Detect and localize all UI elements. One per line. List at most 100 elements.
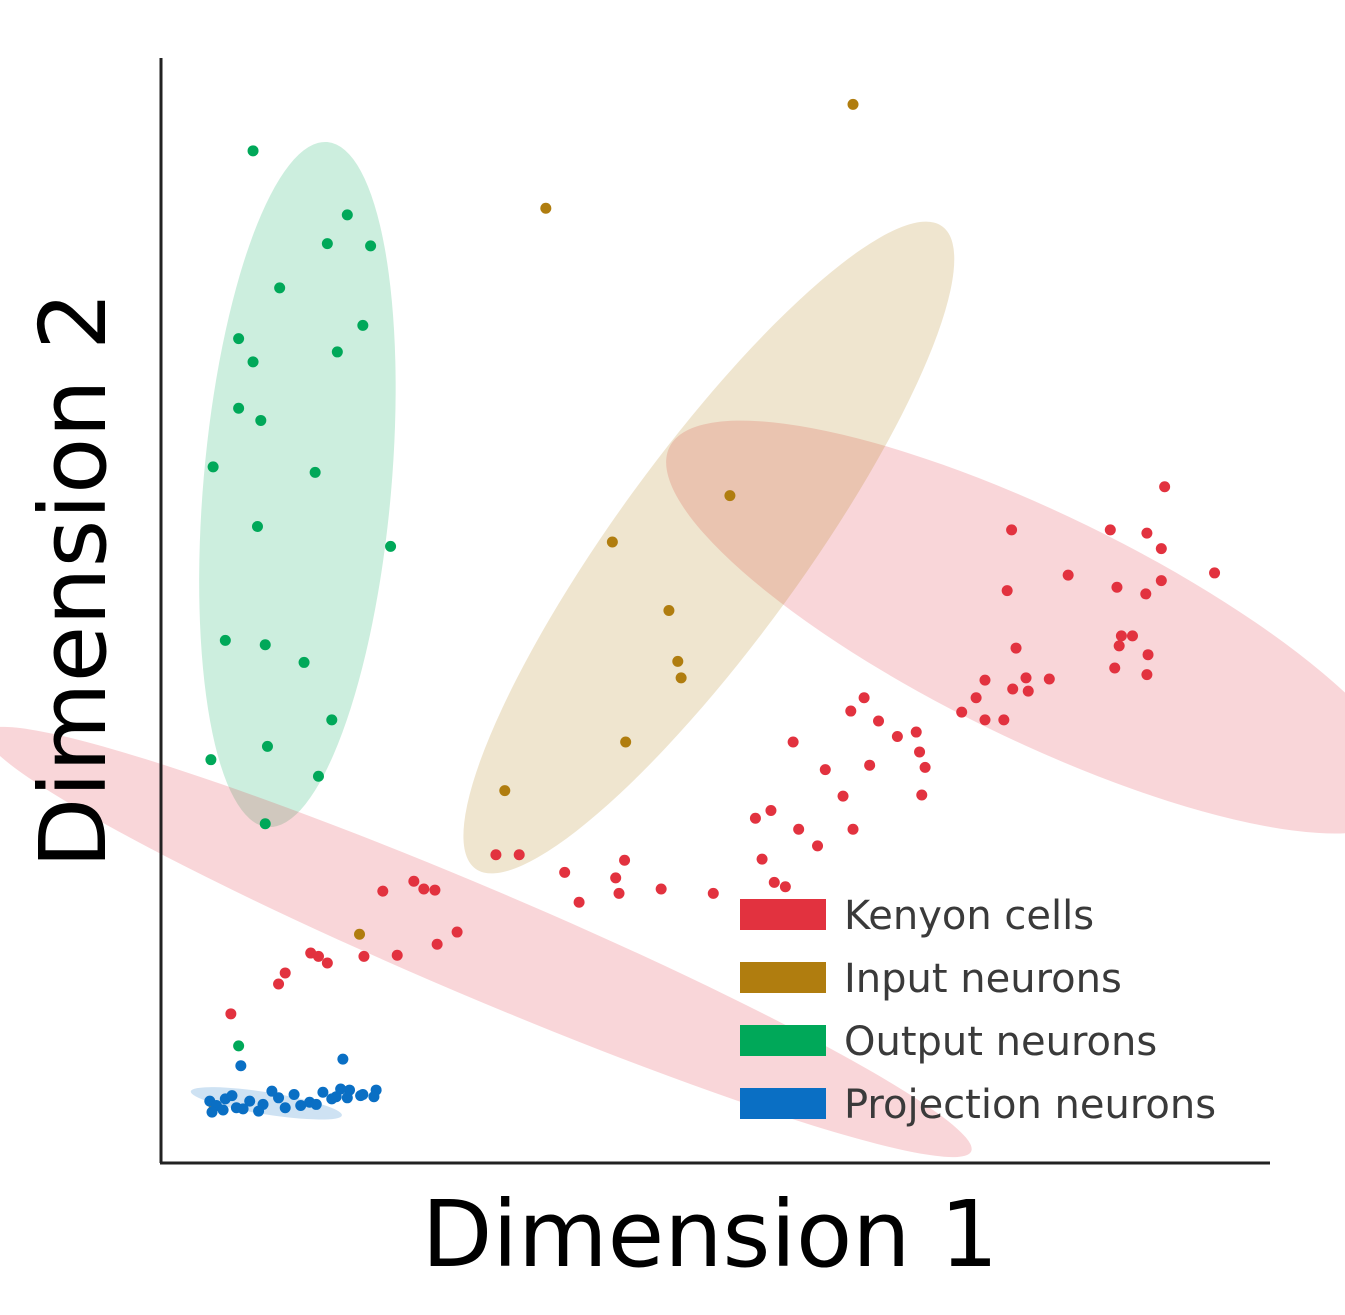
kenyon-cells-point (756, 853, 768, 865)
projection-neurons-point (266, 1085, 278, 1097)
kenyon-cells-point (956, 706, 968, 718)
kenyon-cells-point (916, 789, 928, 801)
kenyon-cells-point (1155, 575, 1167, 587)
kenyon-cells-point (858, 692, 870, 704)
projection-neurons-point (310, 1098, 322, 1110)
kenyon-cells-point (819, 764, 831, 776)
kenyon-cells-point (837, 790, 849, 802)
kenyon-cells-point (1142, 649, 1154, 661)
kenyon-cells-point (225, 1008, 237, 1020)
kenyon-cells-point (749, 812, 761, 824)
input-neurons-point (663, 605, 675, 616)
output-neurons-point (321, 238, 333, 250)
kenyon-cells-point (431, 938, 443, 950)
kenyon-cells-point (845, 705, 857, 717)
input-neurons-point (620, 736, 632, 748)
kenyon-cells-point (919, 761, 931, 773)
kenyon-cells-point (559, 866, 571, 878)
kenyon-cells-ellipse-2 (666, 420, 1345, 834)
kenyon-cells-point (1043, 673, 1055, 685)
kenyon-cells-point (1115, 630, 1127, 642)
kenyon-cells-points (225, 481, 1221, 1020)
projection-neurons-point (279, 1102, 291, 1114)
kenyon-cells-point (429, 884, 441, 896)
legend-label-output-neurons: Output neurons (844, 1019, 1157, 1065)
output-neurons-point (365, 240, 377, 252)
input-neurons-point (354, 928, 366, 940)
output-neurons-ellipse-1 (199, 141, 396, 828)
output-neurons-point (326, 714, 338, 726)
kenyon-cells-point (279, 967, 291, 979)
projection-neurons-point (326, 1093, 338, 1105)
x-axis-title: Dimension 1 (422, 1181, 999, 1288)
legend-swatch-output-neurons (740, 1025, 826, 1056)
legend-label-input-neurons: Input neurons (844, 956, 1122, 1002)
projection-neurons-point (295, 1100, 307, 1112)
kenyon-cells-point (1022, 685, 1034, 697)
kenyon-cells-point (873, 715, 885, 727)
output-neurons-point (331, 346, 343, 358)
legend-swatch-projection-neurons (740, 1088, 826, 1119)
kenyon-cells-point (1109, 662, 1121, 674)
input-neurons-point (847, 98, 859, 110)
kenyon-cells-point (655, 883, 667, 895)
projection-neurons-point (317, 1086, 329, 1098)
input-neurons-point (672, 655, 684, 667)
projection-neurons-point (244, 1095, 256, 1107)
kenyon-cells-point (979, 674, 991, 686)
output-neurons-point (274, 282, 286, 294)
projection-neurons-points (204, 1053, 382, 1118)
legend: Kenyon cells Input neurons Output neurons P… (740, 893, 1216, 1128)
kenyon-cells-point (1001, 585, 1013, 597)
output-neurons-point (255, 414, 267, 426)
input-neurons-ellipse-1 (463, 221, 955, 874)
kenyon-cells-point (1007, 683, 1019, 695)
output-neurons-point (205, 754, 217, 766)
data-points (204, 98, 1221, 1118)
kenyon-cells-point (451, 926, 463, 938)
input-neurons-point (499, 785, 511, 797)
kenyon-cells-point (979, 714, 991, 726)
kenyon-cells-point (1141, 527, 1153, 539)
legend-swatch-input-neurons (740, 962, 826, 993)
output-neurons-point (233, 333, 245, 345)
kenyon-cells-point (787, 736, 799, 748)
kenyon-cells-point (490, 849, 502, 861)
kenyon-cells-point (707, 887, 719, 899)
kenyon-cells-point (768, 876, 780, 888)
output-neurons-point (357, 319, 369, 331)
kenyon-cells-point (613, 887, 625, 899)
kenyon-cells-point (610, 872, 622, 884)
projection-neurons-point (335, 1083, 347, 1095)
output-neurons-point (312, 770, 324, 782)
projection-neurons-point (237, 1103, 249, 1115)
output-neurons-point (309, 466, 321, 478)
kenyon-cells-point (1155, 543, 1167, 555)
projection-neurons-point (341, 1092, 353, 1104)
kenyon-cells-point (312, 950, 324, 962)
kenyon-cells-point (1010, 642, 1022, 654)
kenyon-cells-point (358, 950, 370, 962)
kenyon-cells-point (1006, 524, 1018, 536)
kenyon-cells-ellipse-1 (0, 726, 972, 1158)
kenyon-cells-point (513, 849, 525, 861)
kenyon-cells-point (418, 883, 430, 895)
output-neurons-point (251, 521, 263, 533)
kenyon-cells-point (1062, 569, 1074, 581)
kenyon-cells-point (1113, 640, 1125, 652)
input-neurons-points (208, 98, 859, 1113)
input-neurons-point (724, 490, 736, 502)
input-neurons-point (540, 202, 552, 214)
y-axis-title: Dimension 2 (20, 292, 127, 869)
projection-neurons-point (217, 1104, 229, 1116)
kenyon-cells-point (793, 823, 805, 835)
legend-label-projection-neurons: Projection neurons (844, 1082, 1216, 1128)
projection-neurons-point (273, 1092, 285, 1104)
projection-neurons-point (226, 1090, 238, 1102)
kenyon-cells-point (408, 875, 420, 887)
kenyon-cells-point (1020, 672, 1032, 684)
output-neurons-point (233, 402, 245, 414)
projection-neurons-point (355, 1090, 367, 1102)
kenyon-cells-point (321, 957, 333, 969)
